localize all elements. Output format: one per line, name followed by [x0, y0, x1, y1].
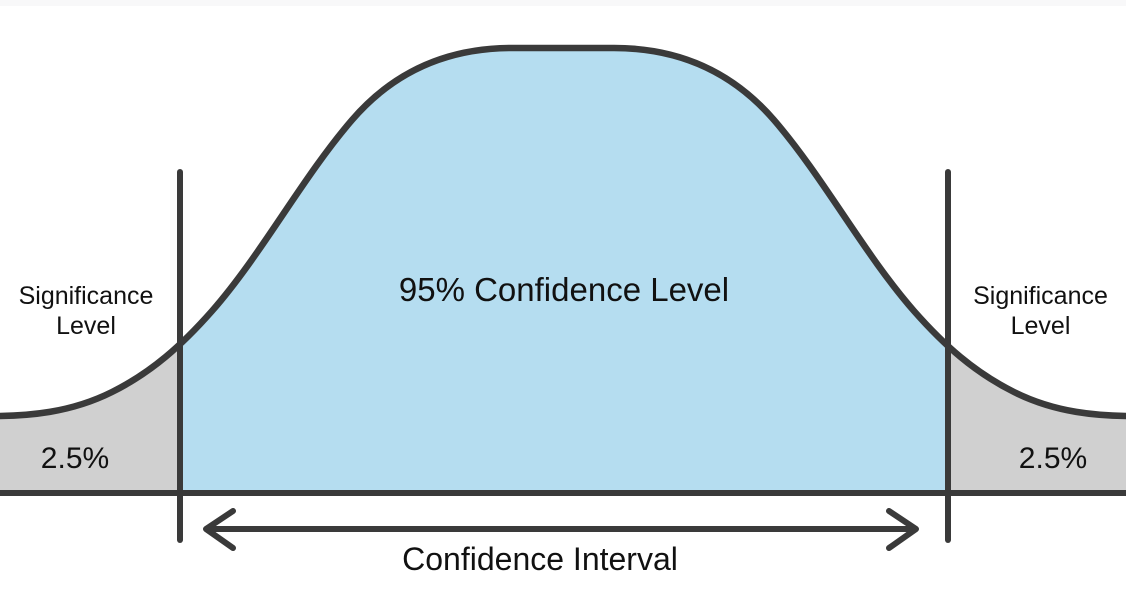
right-tail-fill — [948, 48, 1126, 493]
right-tail-region — [948, 48, 1126, 493]
arrow-head-left-icon — [203, 508, 236, 551]
bell-curve-outline — [0, 44, 1126, 420]
confidence-region — [180, 48, 948, 493]
arrow-head-right-icon — [886, 508, 919, 551]
confidence-fill — [180, 48, 948, 493]
top-edge-strip — [0, 0, 1126, 6]
confidence-interval-arrow — [203, 508, 919, 551]
left-tail-fill — [0, 48, 180, 493]
left-tail-region — [0, 48, 180, 493]
